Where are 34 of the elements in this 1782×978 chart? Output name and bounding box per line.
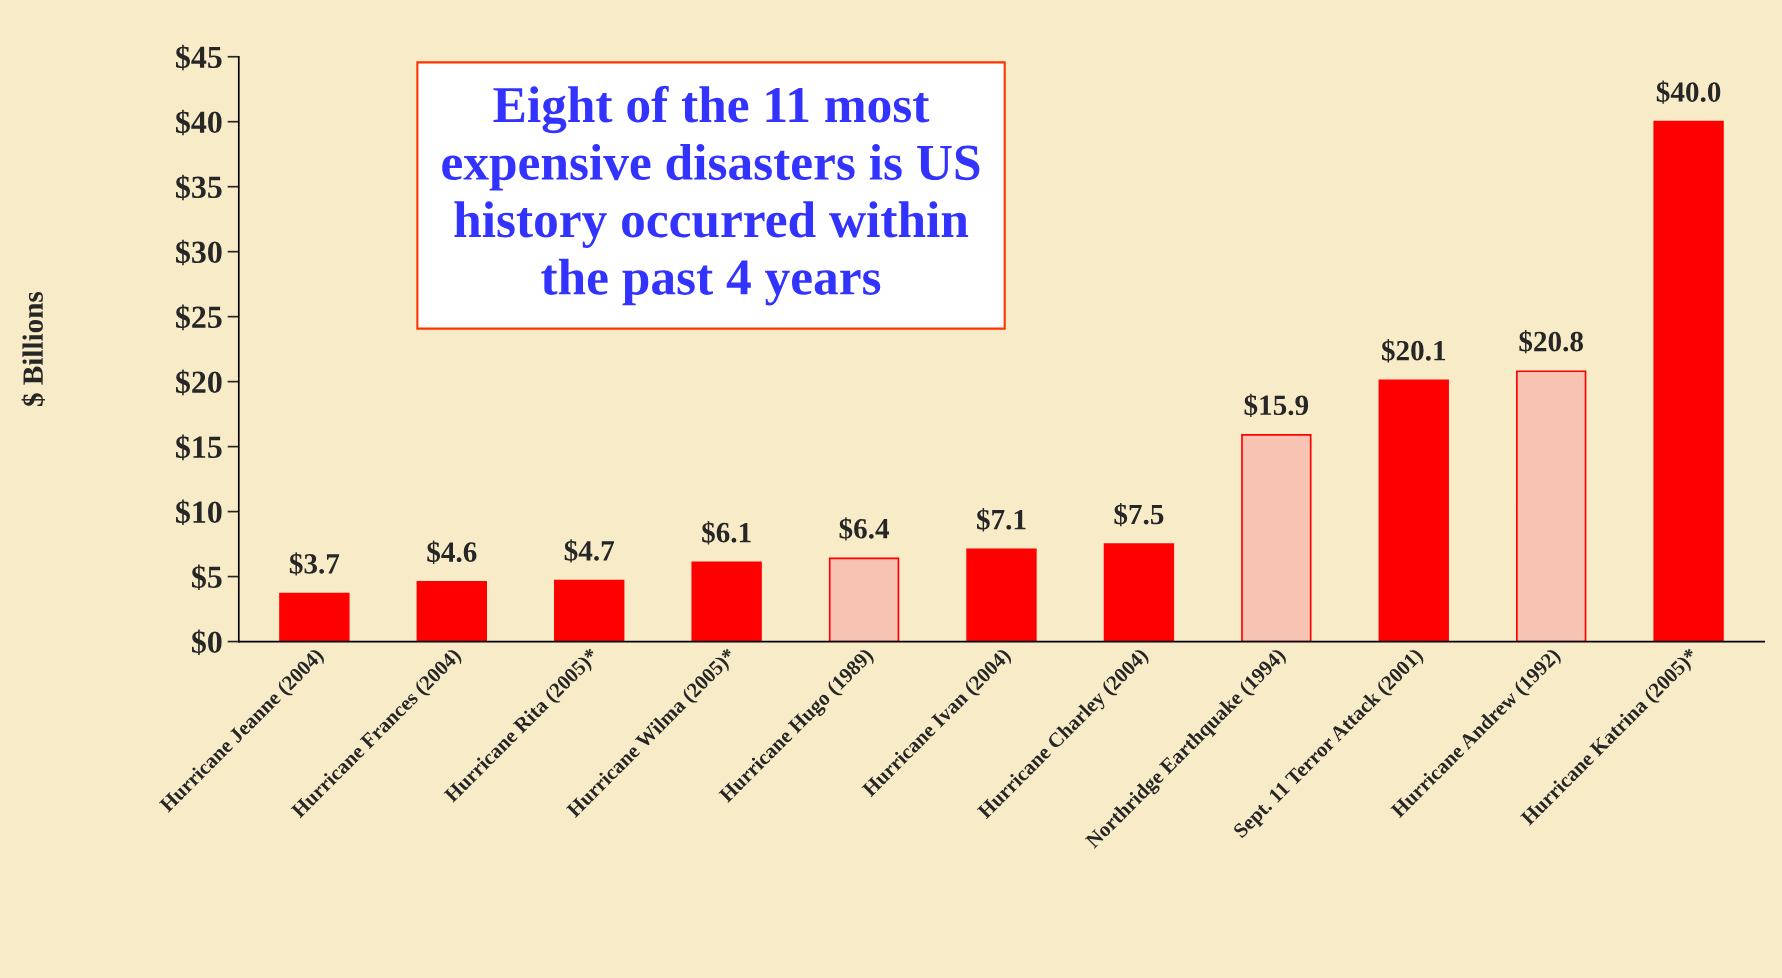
y-tick-label: $10 bbox=[176, 499, 222, 526]
data-label: $7.5 bbox=[1114, 502, 1164, 527]
bar bbox=[1378, 379, 1449, 642]
data-label: $4.6 bbox=[427, 540, 477, 564]
bar bbox=[1515, 370, 1587, 642]
y-axis-title: $ Billions bbox=[21, 291, 45, 407]
y-tick-label: $15 bbox=[176, 434, 222, 461]
y-tick-label: $25 bbox=[176, 304, 222, 331]
bar bbox=[1241, 434, 1312, 642]
data-label: $3.7 bbox=[289, 552, 340, 576]
bar bbox=[966, 548, 1037, 642]
y-tick-label: $35 bbox=[176, 174, 222, 201]
data-label: $7.1 bbox=[977, 508, 1026, 532]
data-label: $6.4 bbox=[839, 517, 890, 541]
data-label: $4.7 bbox=[564, 539, 615, 563]
y-tick-label: $20 bbox=[176, 369, 222, 396]
data-label: $40.0 bbox=[1656, 80, 1721, 104]
data-label: $20.1 bbox=[1381, 339, 1446, 363]
bar bbox=[416, 580, 487, 642]
bar bbox=[828, 557, 900, 642]
y-tick-label: $5 bbox=[192, 564, 222, 591]
data-label: $6.1 bbox=[702, 521, 751, 545]
text: Eight of the 11 most expensive disasters is US history occurred within the past 4 years bbox=[442, 85, 980, 306]
bar bbox=[691, 561, 762, 642]
y-tick-label: $45 bbox=[176, 44, 222, 71]
y-tick-label: $40 bbox=[176, 109, 222, 136]
data-label: $15.9 bbox=[1244, 393, 1309, 418]
bar bbox=[279, 592, 350, 642]
y-tick-label: $0 bbox=[192, 629, 222, 656]
bar bbox=[1103, 543, 1175, 642]
bar bbox=[554, 579, 625, 642]
y-tick-label: $30 bbox=[176, 239, 222, 266]
bar bbox=[1653, 120, 1724, 642]
data-label: $20.8 bbox=[1519, 330, 1584, 354]
